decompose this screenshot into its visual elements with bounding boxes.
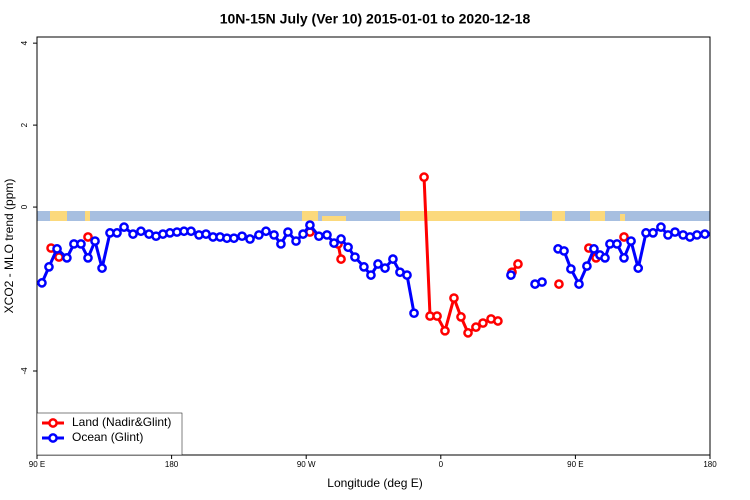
point bbox=[700, 229, 710, 239]
point bbox=[76, 239, 86, 249]
x-tick-label: 0 bbox=[439, 460, 444, 469]
legend-marker bbox=[48, 433, 58, 443]
point bbox=[589, 244, 599, 254]
x-tick-label: 90 E bbox=[567, 460, 583, 469]
legend-marker bbox=[48, 418, 58, 428]
point bbox=[305, 220, 315, 230]
point bbox=[463, 328, 473, 338]
point bbox=[559, 246, 569, 256]
point bbox=[493, 316, 503, 326]
point bbox=[119, 222, 129, 232]
x-tick-label: 180 bbox=[165, 460, 179, 469]
point bbox=[612, 239, 622, 249]
point bbox=[314, 231, 324, 242]
point bbox=[186, 226, 196, 237]
x-tick-label: 90 W bbox=[297, 460, 316, 469]
point bbox=[44, 262, 54, 272]
point bbox=[537, 277, 547, 287]
point bbox=[254, 230, 264, 240]
point bbox=[692, 230, 702, 240]
point bbox=[456, 312, 466, 322]
point bbox=[600, 253, 610, 263]
point bbox=[648, 228, 658, 238]
point bbox=[136, 226, 146, 237]
point bbox=[656, 222, 666, 232]
y-tick-label: 4 bbox=[20, 40, 29, 45]
point bbox=[343, 242, 353, 253]
point bbox=[582, 261, 592, 271]
point bbox=[112, 228, 122, 238]
point bbox=[128, 229, 138, 239]
point bbox=[229, 233, 239, 244]
point bbox=[366, 270, 376, 280]
point bbox=[670, 227, 680, 237]
point bbox=[471, 322, 481, 332]
x-tick-label: 180 bbox=[703, 460, 717, 469]
legend-label: Ocean (Glint) bbox=[72, 430, 143, 444]
point bbox=[329, 238, 339, 248]
point bbox=[336, 254, 346, 264]
point bbox=[380, 263, 390, 273]
point bbox=[283, 227, 293, 237]
point bbox=[245, 234, 255, 244]
point bbox=[554, 279, 564, 289]
point bbox=[336, 234, 346, 244]
point bbox=[478, 318, 488, 328]
point bbox=[276, 239, 286, 249]
land-strip bbox=[37, 211, 710, 221]
point bbox=[619, 232, 629, 242]
point bbox=[626, 236, 636, 246]
point bbox=[97, 263, 107, 273]
point bbox=[388, 254, 398, 264]
series-line bbox=[51, 177, 624, 333]
y-tick-label: 0 bbox=[20, 204, 29, 209]
y-tick-label: -4 bbox=[20, 367, 29, 375]
point bbox=[373, 259, 383, 269]
point bbox=[409, 308, 419, 319]
series-line bbox=[40, 222, 706, 314]
point bbox=[83, 232, 93, 242]
point bbox=[350, 252, 360, 262]
point bbox=[449, 293, 459, 303]
x-tick-label: 90 E bbox=[29, 460, 45, 469]
point bbox=[506, 270, 516, 280]
point bbox=[261, 226, 271, 237]
point bbox=[440, 325, 450, 336]
point bbox=[52, 244, 62, 254]
point bbox=[37, 278, 47, 288]
point bbox=[633, 263, 644, 273]
point bbox=[83, 253, 93, 263]
legend-label: Land (Nadir&Glint) bbox=[72, 415, 171, 429]
point bbox=[291, 236, 301, 246]
point bbox=[566, 264, 576, 274]
point bbox=[237, 231, 247, 242]
point bbox=[62, 253, 72, 263]
point bbox=[359, 262, 369, 272]
point bbox=[513, 259, 523, 269]
legend bbox=[36, 412, 183, 456]
point bbox=[432, 311, 442, 321]
point bbox=[90, 236, 100, 246]
y-tick-label: 2 bbox=[20, 122, 29, 127]
y-axis-label: XCO2 - MLO trend (ppm) bbox=[2, 179, 16, 314]
point bbox=[419, 172, 429, 183]
point bbox=[619, 253, 629, 263]
point bbox=[298, 229, 308, 239]
point bbox=[269, 230, 279, 240]
point bbox=[402, 270, 412, 280]
point bbox=[574, 279, 584, 289]
point bbox=[322, 230, 332, 240]
x-axis-label: Longitude (deg E) bbox=[327, 476, 422, 490]
plot-frame bbox=[36, 36, 711, 456]
chart-title: 10N-15N July (Ver 10) 2015-01-01 to 2020… bbox=[220, 11, 531, 27]
